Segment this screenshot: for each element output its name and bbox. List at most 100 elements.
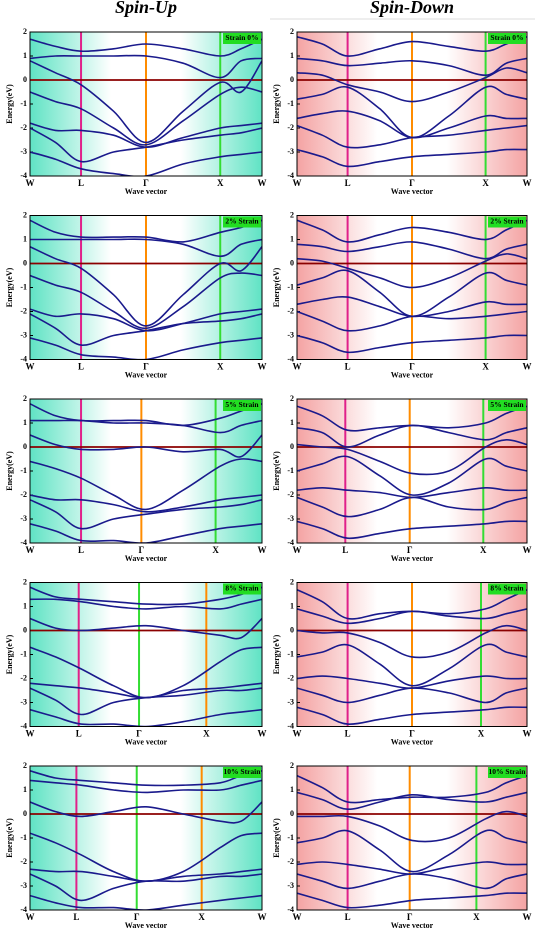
x-tick-label: W	[258, 362, 267, 372]
y-tick-label: -3	[287, 697, 294, 706]
x-axis-label: Wave vector	[391, 554, 434, 563]
x-tick-label: Γ	[143, 178, 149, 188]
y-tick-label: -4	[287, 538, 294, 547]
x-tick-label: W	[523, 362, 532, 372]
band-line	[30, 494, 262, 513]
y-tick-label: -3	[287, 514, 294, 523]
y-tick-label: 2	[23, 761, 27, 770]
y-tick-label: 0	[23, 258, 27, 267]
plot-frame	[296, 215, 528, 360]
band-line	[30, 219, 262, 243]
y-tick-label: 2	[290, 761, 294, 770]
x-tick-label: X	[482, 178, 489, 188]
y-tick-label: -1	[20, 99, 27, 108]
plot-frame	[29, 765, 263, 911]
y-tick-label: -2	[20, 490, 27, 499]
bands	[30, 219, 262, 360]
band-line	[30, 523, 262, 543]
bands	[30, 403, 262, 543]
plot-frame	[29, 31, 263, 177]
band-line	[297, 148, 527, 168]
band-line	[30, 617, 262, 640]
bands	[297, 219, 527, 354]
band-line	[30, 779, 262, 794]
x-tick-label: X	[212, 545, 219, 555]
x-tick-label: Γ	[409, 362, 415, 372]
y-tick-label: 0	[290, 442, 294, 451]
y-axis-label: Energy(eV)	[272, 267, 281, 307]
band-line	[297, 253, 527, 289]
x-tick-label: W	[26, 912, 35, 922]
y-tick-label: -1	[287, 466, 294, 475]
strain-label: 10% Strain	[489, 767, 527, 776]
y-axis-label: Energy(eV)	[5, 451, 14, 491]
x-tick-label: W	[523, 178, 532, 188]
x-tick-label: W	[26, 729, 35, 739]
plot-frame	[29, 582, 263, 727]
x-tick-label: Γ	[409, 178, 415, 188]
band-line	[30, 60, 262, 144]
y-tick-label: 1	[23, 234, 27, 243]
band-line	[297, 624, 527, 659]
band-line	[30, 586, 262, 606]
x-tick-label: L	[78, 178, 84, 188]
band-line	[30, 894, 262, 910]
x-tick-label: X	[480, 545, 487, 555]
y-tick-label: -4	[20, 538, 27, 547]
band-line	[297, 36, 527, 57]
y-tick-label: 2	[23, 577, 27, 586]
y-axis-label: Energy(eV)	[272, 84, 281, 124]
strain-label-box	[223, 767, 261, 778]
strain-label: 5% Strain	[225, 400, 259, 409]
band-line	[30, 434, 262, 458]
x-tick-label: Γ	[134, 912, 140, 922]
band-line	[297, 687, 527, 704]
strain-label-box	[488, 767, 526, 778]
plot-frame	[296, 31, 528, 177]
y-axis-label: Energy(eV)	[272, 818, 281, 858]
strain-label-box	[223, 583, 261, 595]
plot-frame	[296, 765, 528, 911]
x-axis-label: Wave vector	[391, 737, 434, 746]
y-tick-label: -2	[287, 123, 294, 132]
band-line	[297, 124, 527, 149]
y-tick-label: -4	[287, 171, 294, 180]
x-axis-label: Wave vector	[391, 370, 434, 379]
x-tick-label: Γ	[138, 545, 144, 555]
strain-label-box	[223, 33, 261, 44]
y-tick-label: -4	[20, 171, 27, 180]
band-line	[30, 337, 262, 360]
band-line	[30, 38, 262, 57]
band-line	[30, 313, 262, 346]
strain-label: Strain 0%	[490, 33, 523, 42]
x-tick-label: L	[345, 729, 351, 739]
y-tick-label: -1	[287, 99, 294, 108]
band-line	[30, 801, 262, 824]
x-tick-label: W	[293, 545, 302, 555]
y-tick-label: -4	[287, 905, 294, 914]
plot-frame	[296, 582, 528, 727]
x-tick-label: X	[473, 912, 480, 922]
x-tick-label: L	[76, 729, 82, 739]
band-line	[30, 272, 262, 330]
y-tick-label: -2	[287, 306, 294, 315]
strain-label: 8% Strain	[490, 584, 524, 593]
y-tick-label: 1	[23, 785, 27, 794]
y-tick-label: -4	[287, 721, 294, 730]
x-axis-label: Wave vector	[391, 921, 434, 930]
y-tick-label: 1	[290, 418, 294, 427]
bands	[297, 774, 527, 909]
y-tick-label: 1	[290, 51, 294, 60]
x-tick-label: W	[523, 912, 532, 922]
band-line	[297, 438, 527, 476]
band-line	[297, 334, 527, 354]
x-tick-label: L	[78, 545, 84, 555]
strain-label-box	[488, 400, 526, 411]
x-axis-label: Wave vector	[125, 370, 168, 379]
x-tick-label: W	[26, 545, 35, 555]
y-tick-label: -3	[287, 147, 294, 156]
bands	[297, 36, 527, 168]
y-tick-label: 1	[23, 418, 27, 427]
y-tick-label: 1	[23, 601, 27, 610]
